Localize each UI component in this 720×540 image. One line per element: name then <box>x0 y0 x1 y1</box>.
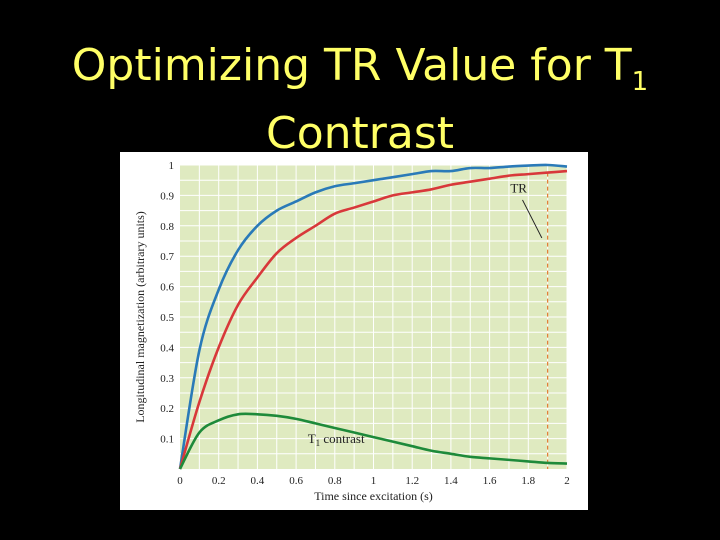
t1-contrast-label-rest: contrast <box>320 431 365 446</box>
y-tick-label: 0.7 <box>160 251 174 263</box>
series-line-blue <box>178 163 568 470</box>
x-tick-label: 1.4 <box>444 475 458 487</box>
slide-title-main: Optimizing TR Value for T <box>71 40 632 91</box>
x-axis-label: Time since excitation (s) <box>314 489 433 503</box>
x-tick-label: 2 <box>564 475 570 487</box>
x-tick-label: 0.4 <box>251 475 265 487</box>
y-tick-label: 0.3 <box>160 373 174 385</box>
x-tick-label: 0 <box>177 475 183 487</box>
y-tick-label: 1 <box>169 160 175 172</box>
y-axis-label: Longitudinal magnetization (arbitrary un… <box>133 211 147 423</box>
y-tick-label: 0.5 <box>160 312 174 324</box>
t1-contrast-label-subscript: 1 <box>316 438 321 448</box>
tr-pointer-line <box>522 199 543 239</box>
x-tick-labels: 0 0.2 0.4 0.6 0.8 1 1.2 1.4 1.6 1.8 2 <box>177 475 570 487</box>
series-line-red <box>178 169 568 470</box>
series-lines <box>178 163 568 470</box>
chart-figure: 0 0.2 0.4 0.6 0.8 1 1.2 1.4 1.6 1.8 2 0.1 0.2 0.3 0.4… <box>120 152 588 510</box>
x-tick-label: 1.8 <box>521 475 535 487</box>
x-tick-label: 0.6 <box>289 475 303 487</box>
y-tick-label: 0.4 <box>160 342 174 354</box>
y-tick-label: 0.2 <box>160 403 174 415</box>
x-tick-label: 1.6 <box>483 475 497 487</box>
y-tick-label: 0.6 <box>160 282 174 294</box>
line-chart: 0 0.2 0.4 0.6 0.8 1 1.2 1.4 1.6 1.8 2 0.1 0.2 0.3 0.4… <box>133 160 570 503</box>
slide-title-subscript: 1 <box>631 66 649 97</box>
tr-label: TR <box>510 180 527 195</box>
y-tick-label: 0.1 <box>160 434 174 446</box>
x-tick-label: 1 <box>371 475 377 487</box>
grid-lines <box>180 164 568 469</box>
y-tick-label: 0.8 <box>160 221 174 233</box>
slide-title-line2: Contrast <box>265 107 454 159</box>
series-line-green <box>178 412 568 470</box>
y-tick-labels: 0.1 0.2 0.3 0.4 0.5 0.6 0.7 0.8 0.9 1 <box>160 160 174 446</box>
t1-contrast-label: T1 contrast <box>308 431 365 448</box>
x-tick-label: 0.8 <box>328 475 342 487</box>
y-tick-label: 0.9 <box>160 190 174 202</box>
x-tick-label: 1.2 <box>405 475 419 487</box>
slide-title: Optimizing TR Value for T1 Contrast <box>0 40 720 160</box>
x-tick-label: 0.2 <box>212 475 226 487</box>
t1-contrast-label-main: T <box>308 431 316 446</box>
